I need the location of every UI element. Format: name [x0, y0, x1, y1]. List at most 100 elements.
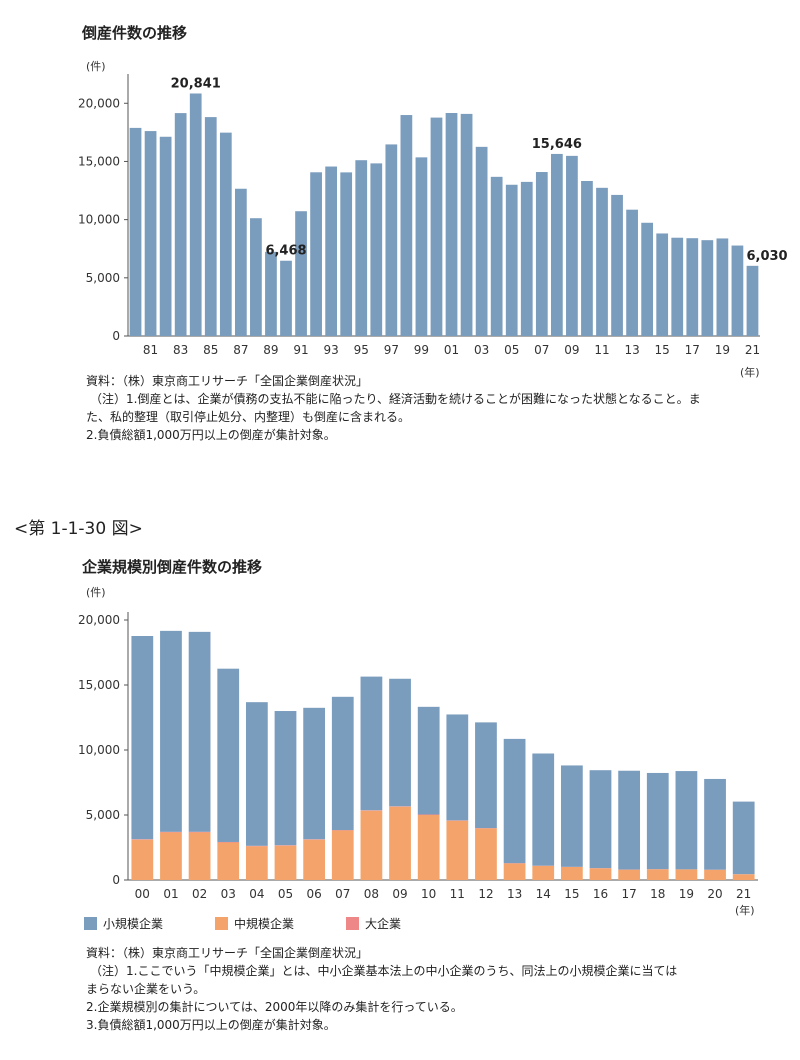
chart1-note-2: た、私的整理（取引停止処分、内整理）も倒産に含まれる。 [86, 410, 411, 424]
chart1-x-tick-label: 89 [263, 343, 278, 357]
chart1-bar [325, 166, 338, 336]
chart1-bar [656, 233, 669, 336]
chart2-y-unit: (件) [86, 586, 106, 599]
chart2-x-tick-label: 18 [650, 887, 665, 901]
chart2-bar-medium [704, 869, 726, 880]
legend-swatch-medium [215, 917, 229, 930]
chart2-bar-large [217, 841, 240, 843]
chart2-bar-small [675, 771, 698, 870]
chart1-source: 資料：（株）東京商工リサーチ「全国企業倒産状況」 [86, 374, 369, 388]
chart1-x-unit: (年) [740, 365, 760, 379]
chart2-bar-medium [560, 867, 583, 880]
chart1-bar [566, 155, 578, 336]
chart2-bar-small [532, 753, 555, 866]
chart2-bar-medium [245, 846, 268, 880]
chart1-bar [731, 245, 744, 336]
legend-item-medium: 中規模企業 [215, 915, 294, 932]
chart1-x-tick-label: 99 [414, 343, 429, 357]
chart2-title: 企業規模別倒産件数の推移 [82, 558, 263, 576]
chart1-bar [400, 115, 413, 336]
chart1-x-tick-label: 05 [504, 343, 519, 357]
chart1-bar [686, 238, 699, 336]
chart2-bar-small [560, 765, 583, 867]
chart2-y-tick-label: 0 [112, 873, 120, 887]
chart2-x-tick-label: 03 [221, 887, 236, 901]
chart1-bar [144, 131, 157, 336]
chart1-bar [310, 172, 322, 336]
chart1-bar [280, 260, 292, 336]
chart1-x-tick-label: 91 [293, 343, 308, 357]
chart1-bar [430, 117, 443, 336]
chart1-x-tick-label: 11 [594, 343, 609, 357]
chart2-x-tick-label: 17 [621, 887, 636, 901]
chart2-bar-small [503, 738, 526, 864]
chart1-data-label: 15,646 [532, 137, 582, 152]
chart2-x-tick-label: 19 [679, 887, 694, 901]
chart2-bar-medium [303, 839, 326, 880]
chart1-x-tick-label: 13 [624, 343, 639, 357]
chart1-y-tick-label: 0 [112, 329, 120, 343]
chart1-x-tick-label: 85 [203, 343, 218, 357]
chart1-bar [129, 127, 142, 337]
chart2-x-tick-label: 04 [249, 887, 264, 901]
chart2-bar-small [732, 801, 755, 875]
chart2-bar-medium [274, 845, 297, 880]
chart2-bar-small [389, 678, 411, 807]
chart1-data-label: 6,030 [746, 249, 787, 264]
chart1-x-tick-label: 21 [745, 343, 760, 357]
chart2-bar-medium [417, 815, 440, 880]
chart1-bar [159, 136, 172, 336]
chart2-bar-medium [732, 874, 755, 880]
legend-item-large: 大企業 [346, 915, 401, 932]
chart2-bar-small [446, 714, 469, 821]
chart2-legend: 小規模企業 中規模企業 大企業 [84, 915, 401, 932]
chart1-bar [219, 132, 232, 336]
chart2-x-tick-label: 13 [507, 887, 522, 901]
chart2-svg: (件) 0 5,000 10,000 15,000 20,000 00 01 02 03 04 05… [78, 586, 758, 917]
chart1-bar [716, 238, 729, 336]
chart2-bar-small [245, 702, 268, 846]
chart1-bar [445, 113, 458, 336]
chart2-bar-large [188, 831, 211, 833]
chart1-bar [520, 181, 533, 336]
chart1-x-tick-label: 81 [143, 343, 158, 357]
chart1-bar [550, 153, 563, 336]
chart1-x-tick-label: 83 [173, 343, 188, 357]
chart1-bar [234, 188, 247, 336]
chart2-bar-medium [188, 832, 211, 880]
chart2-bar-small [217, 668, 240, 842]
chart1-bar [671, 237, 684, 336]
chart2-bar-medium [503, 863, 526, 880]
chart1-bar [626, 209, 638, 336]
chart2-y-tick-label: 5,000 [86, 808, 120, 822]
chart2-x-tick-label: 16 [593, 887, 608, 901]
chart2-bar-small [646, 772, 669, 870]
chart1-bar [701, 240, 714, 336]
chart2-x-unit: (年) [735, 903, 755, 917]
chart1-bar [535, 172, 548, 336]
legend-label-large: 大企業 [365, 917, 402, 931]
chart1-bar [611, 194, 623, 336]
chart2-bar-small [303, 707, 326, 840]
chart2-x-tick-label: 06 [306, 887, 321, 901]
chart1-bar [385, 144, 398, 336]
chart1-note-1: （注）1.倒産とは、企業が債務の支払不能に陥ったり、経済活動を続けることが困難に… [90, 392, 701, 406]
chart2-bar-small [475, 722, 497, 829]
chart1-x-tick-label: 03 [474, 343, 489, 357]
chart2-bar-medium [475, 828, 497, 880]
chart2-y-tick-label: 10,000 [78, 743, 120, 757]
chart2-bar-medium [532, 865, 555, 880]
chart2-bar-medium [331, 830, 354, 880]
chart1-bar [250, 218, 262, 336]
chart2-bar-large [417, 814, 440, 815]
chart2-note-1: （注）1.ここでいう「中規模企業」とは、中小企業基本法上の中小企業のうち、同法上… [90, 964, 678, 978]
chart2-bar-small [704, 778, 726, 870]
chart2-x-tick-label: 05 [278, 887, 293, 901]
chart1-bar [265, 251, 277, 336]
chart1-bar [475, 146, 488, 336]
chart1-x-tick-label: 93 [324, 343, 339, 357]
chart1-x-tick-label: 09 [564, 343, 579, 357]
chart2-bar-small [188, 631, 211, 832]
chart1-bar [295, 211, 307, 336]
chart2-x-tick-label: 09 [392, 887, 407, 901]
